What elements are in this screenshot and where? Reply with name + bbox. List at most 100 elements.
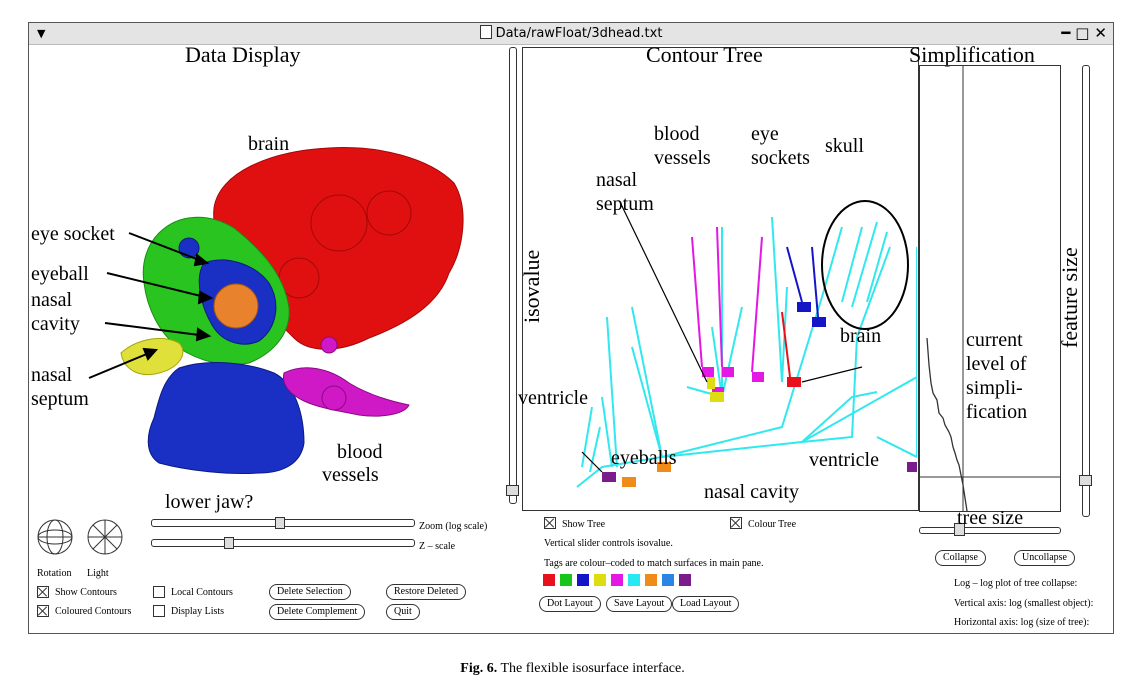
label-lower-jaw: lower jaw? bbox=[165, 491, 254, 513]
colour-tree-checkbox[interactable] bbox=[730, 517, 742, 529]
loglog-note: Log – log plot of tree collapse: bbox=[954, 578, 1078, 589]
local-contours-checkbox[interactable] bbox=[153, 586, 165, 598]
tree-size-slider[interactable] bbox=[919, 527, 1061, 534]
tag-swatch bbox=[611, 574, 623, 586]
current-level-line-1: current bbox=[966, 329, 1023, 351]
magenta-branches bbox=[691, 226, 763, 373]
head-render[interactable] bbox=[29, 23, 509, 523]
collapse-plot bbox=[919, 65, 1061, 511]
show-contours-checkbox[interactable] bbox=[37, 586, 49, 598]
application-window: ▼ Data/rawFloat/3dhead.txt ━ □ ✕ Data Disp… bbox=[28, 22, 1114, 634]
label-cavity: cavity bbox=[31, 313, 80, 335]
show-tree-checkbox[interactable] bbox=[544, 517, 556, 529]
tree-label-nasal: nasal bbox=[596, 169, 638, 191]
window-menu-icon[interactable]: ▼ bbox=[37, 27, 46, 40]
tree-label-blood: blood bbox=[654, 123, 700, 145]
title-bar: ▼ Data/rawFloat/3dhead.txt ━ □ ✕ bbox=[29, 23, 1113, 45]
tree-edges bbox=[576, 216, 917, 488]
eyeball-surface bbox=[213, 283, 259, 329]
label-blood: blood bbox=[337, 441, 383, 463]
isovalue-slider[interactable] bbox=[509, 47, 517, 504]
feature-size-slider[interactable] bbox=[1082, 65, 1090, 517]
tree-label-ventricle-left: ventricle bbox=[518, 387, 588, 409]
figure-caption: Fig. 6. The flexible isosurface interfac… bbox=[0, 661, 1145, 677]
rotation-sphere-icon[interactable] bbox=[37, 519, 73, 555]
tree-label-sockets: sockets bbox=[751, 147, 810, 169]
current-level-line-2: level of bbox=[966, 353, 1027, 375]
tag-swatch bbox=[679, 574, 691, 586]
caption-text: The flexible isosurface interface. bbox=[500, 661, 685, 676]
maximize-icon[interactable]: □ bbox=[1075, 24, 1090, 42]
tag-swatch bbox=[662, 574, 674, 586]
show-tree-label: Show Tree bbox=[562, 519, 606, 530]
label-nasal-2: nasal bbox=[31, 364, 73, 386]
annotation-arrows bbox=[88, 232, 214, 379]
caption-fig-number: Fig. 6. bbox=[460, 661, 498, 676]
tree-label-ventricle-right: ventricle bbox=[809, 449, 879, 471]
vertical-axis-note: Vertical axis: log (smallest object): bbox=[954, 598, 1094, 609]
restore-deleted-button[interactable]: Restore Deleted bbox=[386, 584, 467, 600]
display-lists-checkbox[interactable] bbox=[153, 605, 165, 617]
quit-button[interactable]: Quit bbox=[386, 604, 420, 620]
skull-ellipse bbox=[821, 200, 909, 330]
tree-label-septum: septum bbox=[596, 193, 654, 215]
tree-label-vessels: vessels bbox=[654, 147, 711, 169]
contour-tree-frame bbox=[522, 47, 919, 511]
tree-label-eyeballs: eyeballs bbox=[611, 447, 677, 469]
current-level-line-4: fication bbox=[966, 401, 1028, 423]
blood-vessels-surface bbox=[282, 336, 410, 417]
nasal-septum-surface bbox=[120, 337, 184, 376]
load-layout-button[interactable]: Load Layout bbox=[672, 596, 740, 612]
current-level-text: current level of simpli- fication bbox=[966, 328, 1027, 424]
contour-tree-graph[interactable] bbox=[522, 47, 917, 509]
local-contours-label: Local Contours bbox=[171, 587, 233, 598]
tree-label-skull: skull bbox=[825, 135, 864, 157]
feature-size-slider-thumb[interactable] bbox=[1079, 475, 1092, 486]
simplification-title: Simplification bbox=[909, 42, 1035, 67]
tree-label-nasal-cavity: nasal cavity bbox=[704, 481, 799, 503]
tree-size-label: tree size bbox=[957, 507, 1024, 529]
coloured-contours-label: Coloured Contours bbox=[55, 606, 132, 617]
save-layout-button[interactable]: Save Layout bbox=[606, 596, 673, 612]
rotation-label: Rotation bbox=[37, 568, 72, 579]
delete-selection-button[interactable]: Delete Selection bbox=[269, 584, 351, 600]
tag-swatch bbox=[594, 574, 606, 586]
label-eyeball: eyeball bbox=[31, 263, 89, 285]
tag-swatch bbox=[628, 574, 640, 586]
z-scale-slider-thumb[interactable] bbox=[224, 537, 234, 549]
light-label: Light bbox=[87, 568, 109, 579]
colour-tree-label: Colour Tree bbox=[748, 519, 797, 530]
light-sphere-icon[interactable] bbox=[87, 519, 123, 555]
lower-jaw-surface bbox=[147, 362, 305, 475]
simplification-plot-frame[interactable] bbox=[919, 65, 1061, 512]
show-contours-label: Show Contours bbox=[55, 587, 117, 598]
label-eye-socket: eye socket bbox=[31, 223, 115, 245]
rotation-light-controls bbox=[37, 519, 123, 555]
tree-tags bbox=[602, 302, 917, 487]
window-title: Data/rawFloat/3dhead.txt bbox=[29, 25, 1113, 41]
label-vessels: vessels bbox=[322, 464, 379, 486]
coloured-contours-checkbox[interactable] bbox=[37, 605, 49, 617]
collapse-button[interactable]: Collapse bbox=[935, 550, 986, 566]
zoom-slider-thumb[interactable] bbox=[275, 517, 285, 529]
zoom-label: Zoom (log scale) bbox=[419, 521, 488, 532]
z-scale-slider[interactable] bbox=[151, 539, 415, 547]
data-display-title: Data Display bbox=[185, 42, 301, 67]
horizontal-axis-note: Horizontal axis: log (size of tree): bbox=[954, 617, 1090, 628]
label-brain: brain bbox=[248, 133, 290, 155]
tree-size-slider-thumb[interactable] bbox=[954, 523, 965, 536]
collapse-curve bbox=[926, 337, 968, 511]
tag-swatch bbox=[645, 574, 657, 586]
label-nasal: nasal bbox=[31, 289, 73, 311]
uncollapse-button[interactable]: Uncollapse bbox=[1014, 550, 1075, 566]
dot-layout-button[interactable]: Dot Layout bbox=[539, 596, 601, 612]
tag-swatch bbox=[543, 574, 555, 586]
z-scale-label: Z – scale bbox=[419, 541, 456, 552]
display-lists-label: Display Lists bbox=[171, 606, 225, 617]
close-icon[interactable]: ✕ bbox=[1094, 24, 1107, 42]
minimize-icon[interactable]: ━ bbox=[1061, 24, 1071, 42]
contour-tree-title: Contour Tree bbox=[646, 42, 763, 67]
delete-complement-button[interactable]: Delete Complement bbox=[269, 604, 366, 620]
window-controls: ━ □ ✕ bbox=[1056, 24, 1107, 42]
isovalue-slider-thumb[interactable] bbox=[506, 485, 519, 496]
